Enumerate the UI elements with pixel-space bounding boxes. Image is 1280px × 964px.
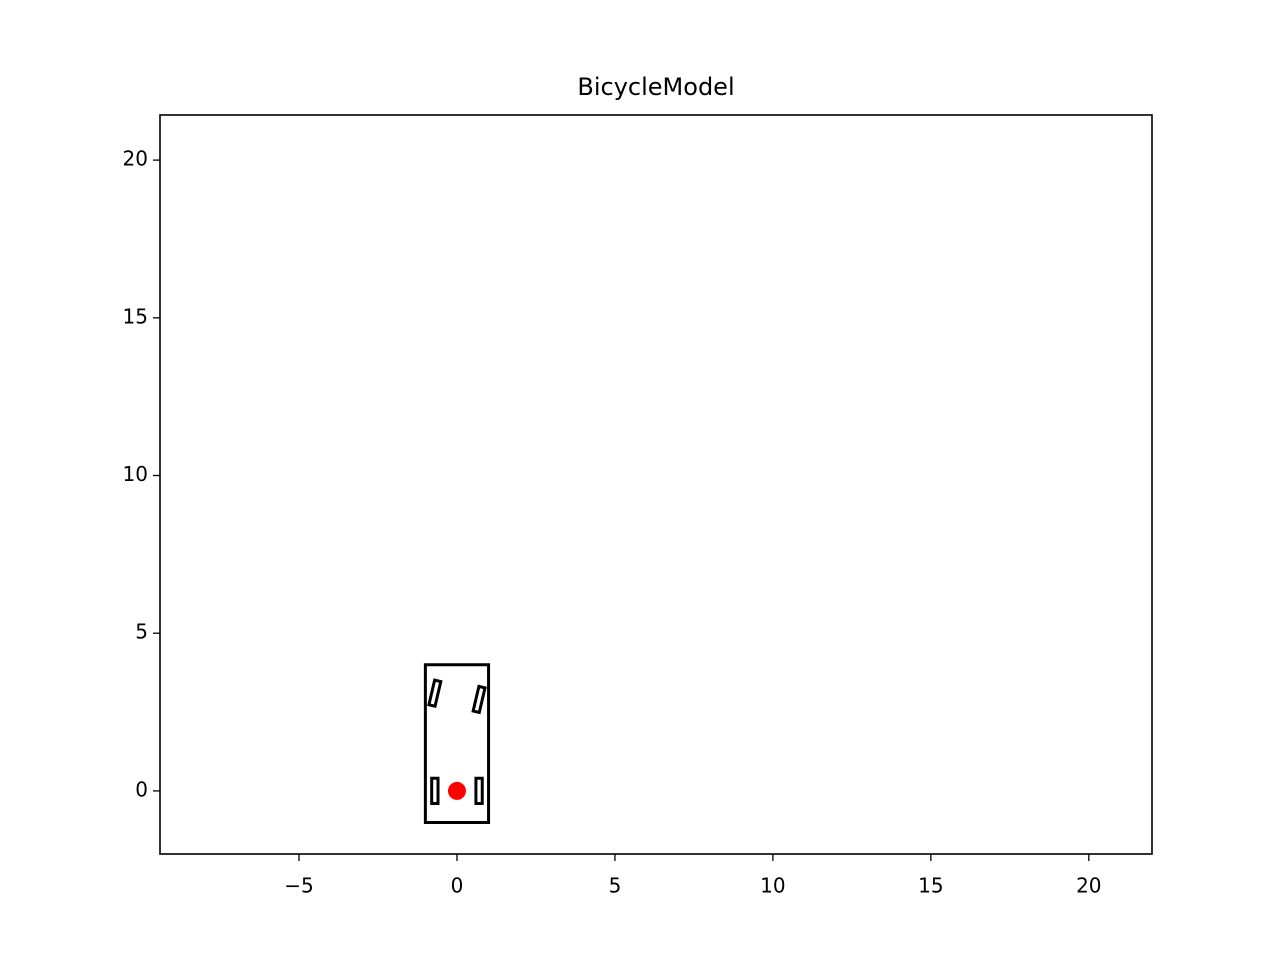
x-tick-label: −5 [284,874,313,898]
y-tick-label: 15 [123,304,148,328]
chart-title: BicycleModel [577,73,734,101]
x-tick-label: 0 [451,874,464,898]
y-tick-label: 5 [135,620,148,644]
vehicle-outline [474,776,484,806]
plot-frame [159,114,1153,855]
vehicle-outline [430,776,440,806]
y-tick-label: 0 [135,777,148,801]
y-tick-label: 10 [123,462,148,486]
x-tick-label: 15 [918,874,943,898]
x-tick-label: 20 [1076,874,1101,898]
x-tick-label: 10 [760,874,785,898]
position-point [447,781,466,800]
x-tick-label: 5 [609,874,622,898]
vehicle-outline [427,678,443,708]
vehicle-outline [423,663,491,824]
y-tick-label: 20 [123,147,148,171]
vehicle-outline [471,684,487,715]
